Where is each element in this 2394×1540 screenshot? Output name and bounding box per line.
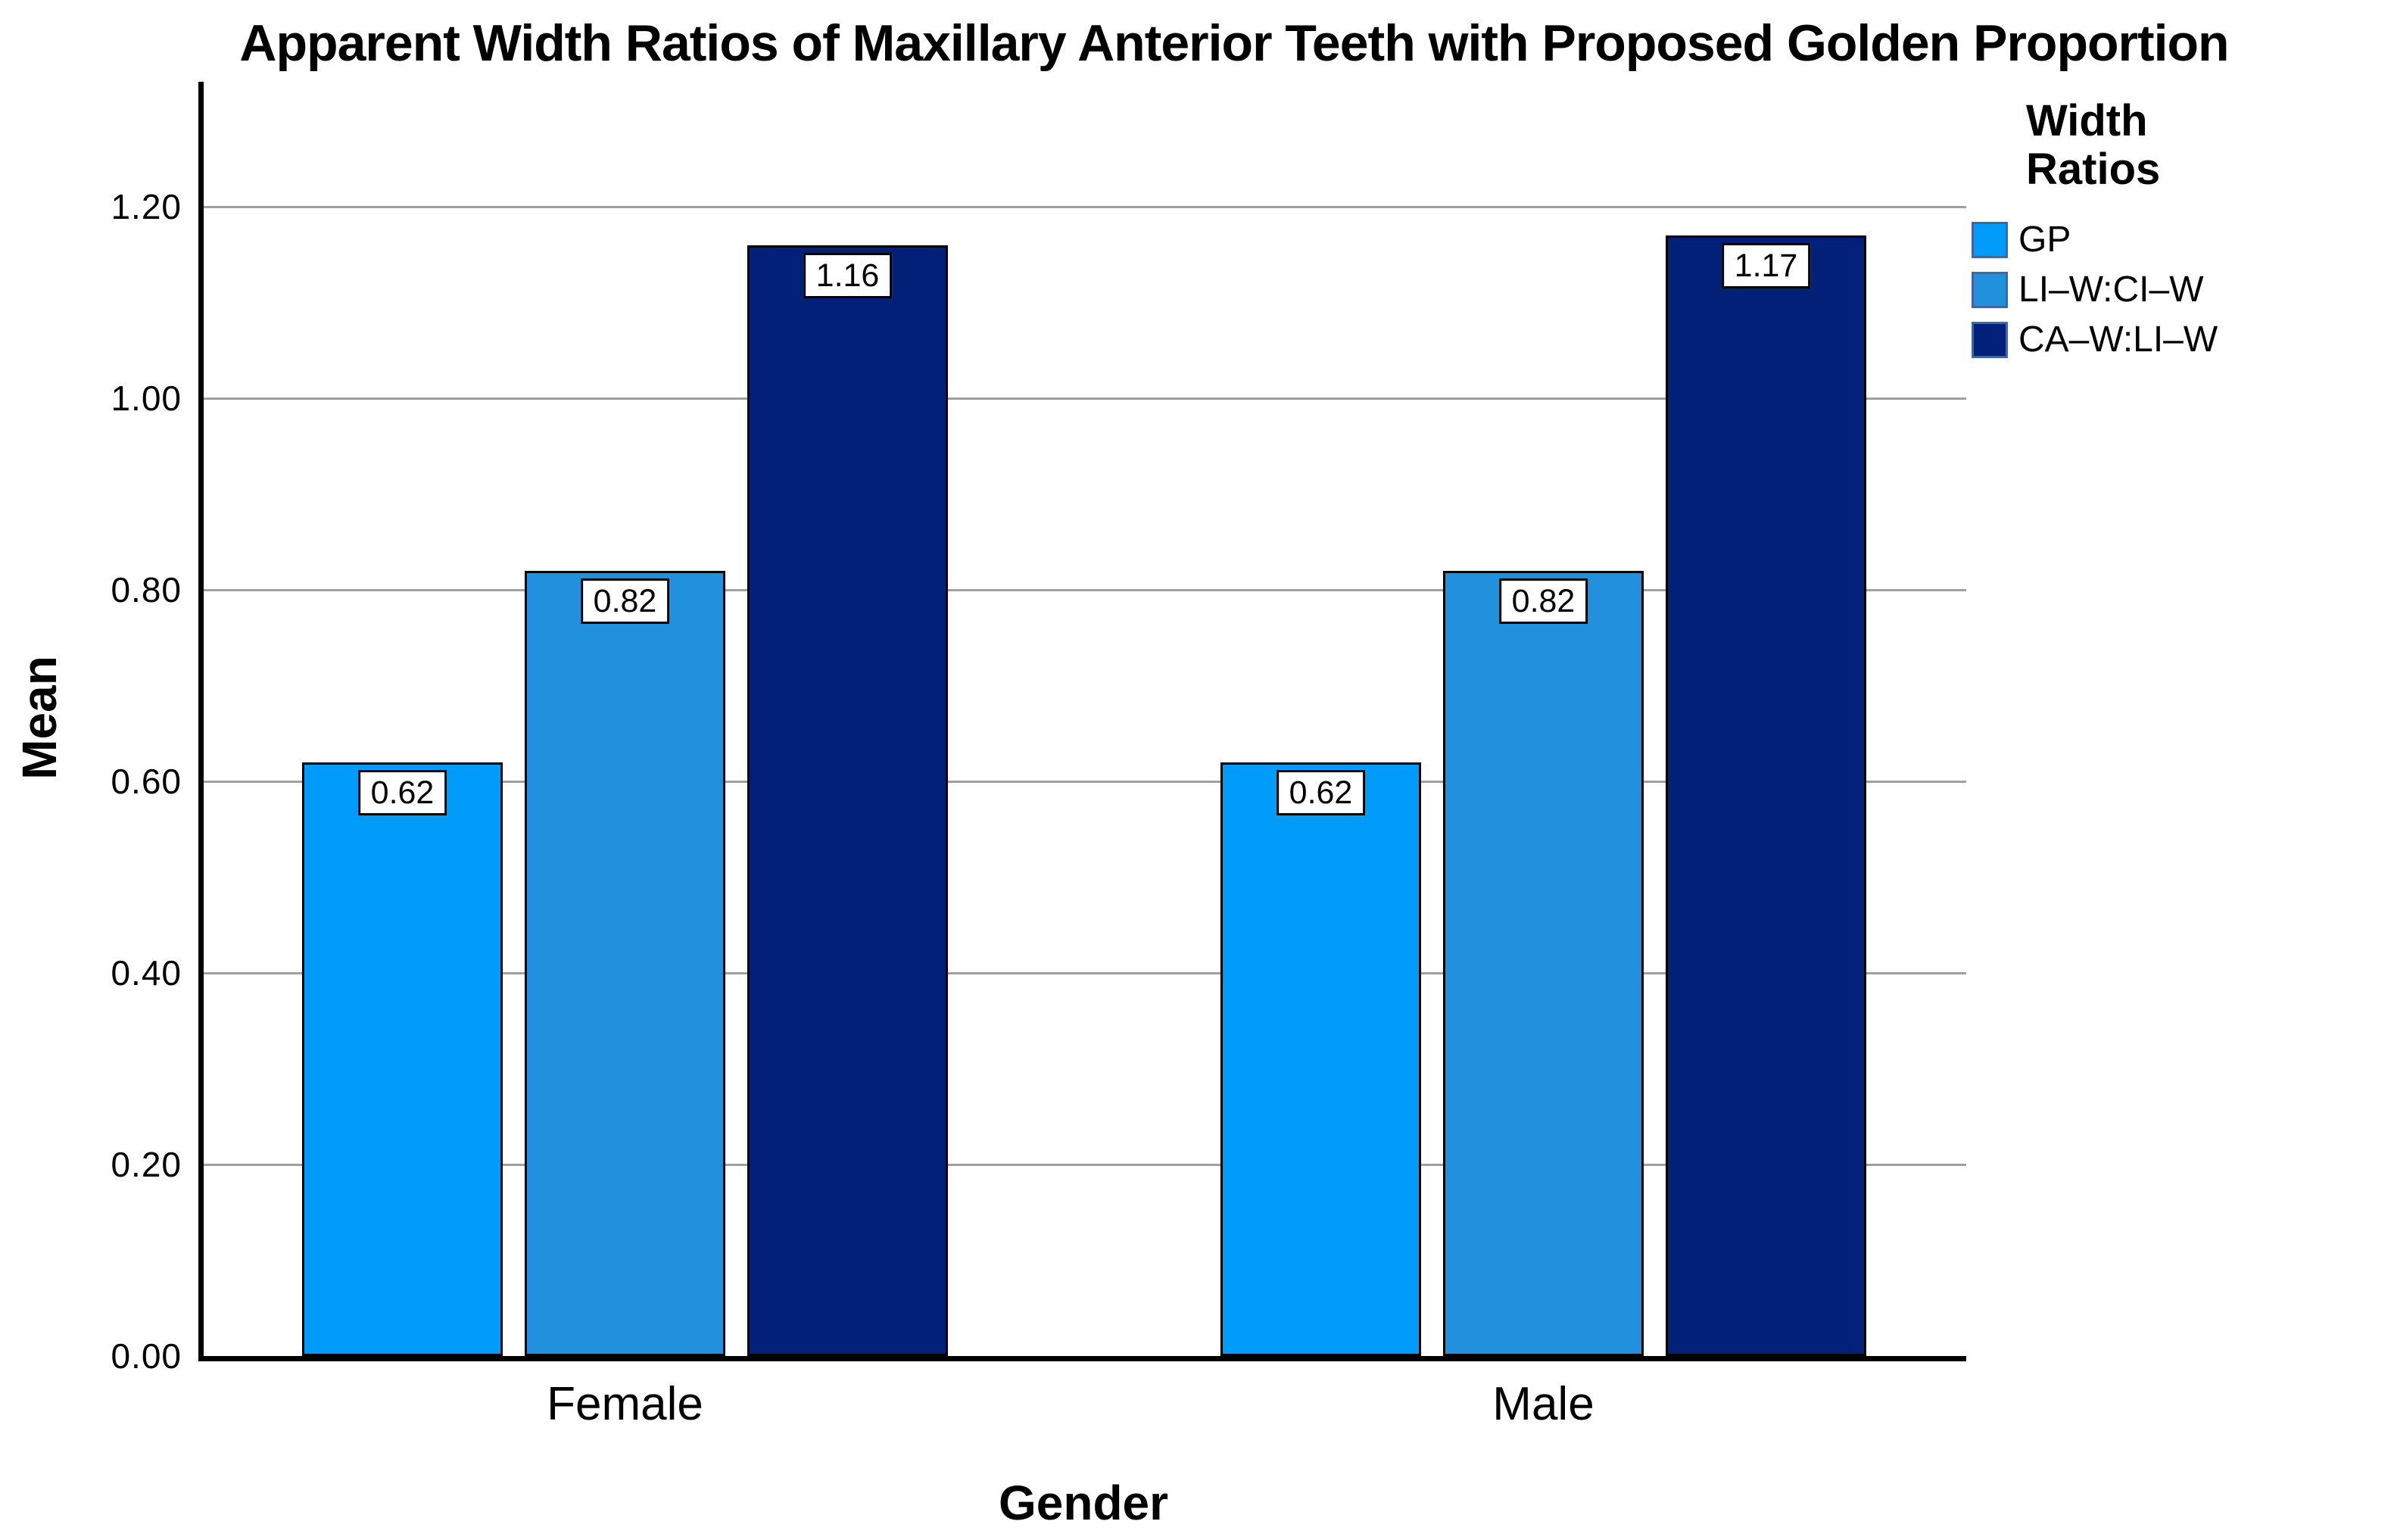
legend-item-label: CA–W:LI–W xyxy=(2018,320,2218,360)
legend-item-ca-w-li-w: CA–W:LI–W xyxy=(1972,321,2218,359)
legend-swatch-ca-w-li-w xyxy=(1972,322,2008,358)
y-tick-label: 0.40 xyxy=(111,953,182,993)
y-tick-label: 1.00 xyxy=(111,379,182,418)
gridline xyxy=(204,397,1966,400)
legend-title: Width Ratios xyxy=(2026,96,2161,194)
y-tick-label: 1.20 xyxy=(111,187,182,226)
bar-value-label: 0.62 xyxy=(357,769,447,815)
bar-male-li-w-ci-w xyxy=(1443,570,1644,1356)
y-tick-label: 0.80 xyxy=(111,570,182,609)
chart-title: Apparent Width Ratios of Maxillary Anter… xyxy=(239,14,2229,72)
category-label-female: Female xyxy=(547,1378,703,1430)
bar-value-label: 1.17 xyxy=(1721,242,1811,288)
gridline xyxy=(204,780,1966,783)
bar-male-ca-w-li-w xyxy=(1666,235,1866,1356)
gridline xyxy=(204,588,1966,591)
y-tick-label: 0.60 xyxy=(111,762,182,801)
legend-swatch-li-w-ci-w xyxy=(1972,272,2008,308)
legend-swatch-gp xyxy=(1972,222,2008,258)
x-axis-title: Gender xyxy=(998,1476,1169,1530)
legend-item-label: GP xyxy=(2018,220,2071,260)
bar-value-label: 1.16 xyxy=(803,252,893,298)
gridline xyxy=(204,971,1966,974)
category-label-male: Male xyxy=(1492,1378,1594,1430)
y-tick-label: 0.00 xyxy=(111,1336,182,1376)
legend-item-li-w-ci-w: LI–W:CI–W xyxy=(1972,271,2218,309)
bar-female-ca-w-li-w xyxy=(747,245,948,1356)
bar-value-label: 0.82 xyxy=(580,578,670,624)
bar-female-gp xyxy=(302,762,503,1356)
legend: GP LI–W:CI–W CA–W:LI–W xyxy=(1972,221,2218,359)
gridline xyxy=(204,1163,1966,1166)
bar-male-gp xyxy=(1220,762,1421,1356)
gridline xyxy=(204,205,1966,208)
bar-female-li-w-ci-w xyxy=(525,570,725,1356)
legend-item-label: LI–W:CI–W xyxy=(2018,270,2204,310)
y-tick-label: 0.20 xyxy=(111,1145,182,1184)
bar-value-label: 0.82 xyxy=(1498,578,1588,624)
bar-value-label: 0.62 xyxy=(1276,769,1366,815)
legend-item-gp: GP xyxy=(1972,221,2218,259)
